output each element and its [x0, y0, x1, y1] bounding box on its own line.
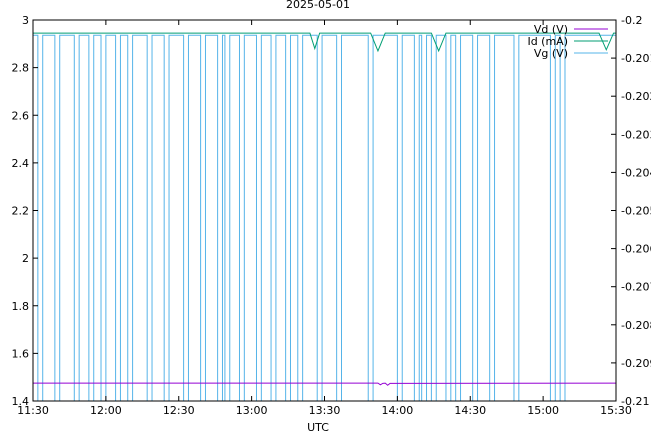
series-line-vd — [33, 382, 617, 386]
y-right-tick-label: -0.205 — [621, 205, 651, 218]
x-tick-label: 12:00 — [90, 404, 122, 417]
y-left-tick-label: 3 — [22, 14, 29, 27]
legend-label: Vg (V) — [534, 47, 568, 60]
legend-label: Vd (V) — [534, 23, 568, 36]
y-right-tick-label: -0.21 — [621, 395, 649, 408]
y-right-axis: -0.21 -0.209 -0.208 -0.207 -0.206 -0.205 -0.20… — [611, 14, 651, 408]
x-tick-label: 12:30 — [163, 404, 195, 417]
y-left-tick-label: 1.8 — [12, 300, 30, 313]
y-left-tick-label: 2.2 — [12, 205, 30, 218]
y-right-tick-label: -0.2 — [621, 14, 642, 27]
y-right-tick-label: -0.202 — [621, 90, 651, 103]
y-left-tick-label: 2.4 — [12, 157, 30, 170]
series-line-id — [33, 32, 616, 53]
y-right-tick-label: -0.206 — [621, 243, 651, 256]
y-left-axis: 1.4 1.6 1.8 2 2.2 2.4 2.6 2.8 3 — [12, 14, 38, 408]
plot-lines — [33, 32, 617, 402]
y-left-tick-label: 2.6 — [12, 109, 30, 122]
x-tick-label: 14:30 — [454, 404, 486, 417]
legend-label: Id (mA) — [527, 35, 568, 48]
y-left-tick-label: 1.4 — [12, 395, 30, 408]
x-tick-label: 15:30 — [600, 404, 632, 417]
y-left-tick-label: 2 — [22, 252, 29, 265]
x-tick-label: 15:00 — [527, 404, 559, 417]
chart-title: 2025-05-01 — [286, 0, 350, 11]
x-tick-label: 13:30 — [309, 404, 341, 417]
y-left-tick-label: 1.6 — [12, 347, 30, 360]
x-tick-label: 11:30 — [17, 404, 49, 417]
x-axis-label: UTC — [307, 421, 329, 432]
y-right-tick-label: -0.201 — [621, 52, 651, 65]
series-line-vg — [33, 34, 616, 402]
y-right-tick-label: -0.203 — [621, 128, 651, 141]
legend: Vd (V)Id (mA)Vg (V) — [527, 23, 608, 60]
x-tick-label: 13:00 — [236, 404, 268, 417]
y-left-tick-label: 2.8 — [12, 62, 30, 75]
x-tick-label: 14:00 — [382, 404, 414, 417]
y-right-tick-label: -0.208 — [621, 319, 651, 332]
x-axis: 11:30 12:00 12:30 13:00 13:30 14:00 14:30 15:00… — [17, 20, 632, 417]
y-right-tick-label: -0.209 — [621, 357, 651, 370]
y-right-tick-label: -0.207 — [621, 281, 651, 294]
y-right-tick-label: -0.204 — [621, 166, 651, 179]
